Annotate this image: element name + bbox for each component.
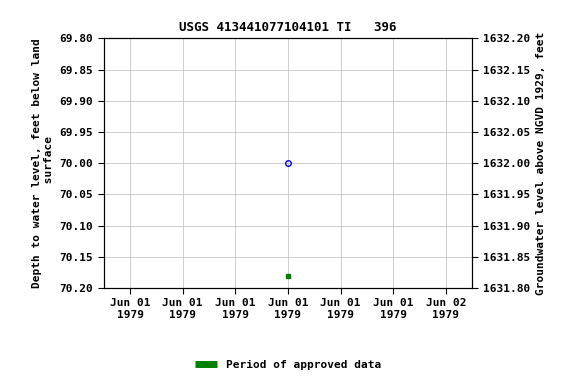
Legend: Period of approved data: Period of approved data (191, 356, 385, 375)
Title: USGS 413441077104101 TI   396: USGS 413441077104101 TI 396 (179, 22, 397, 35)
Y-axis label: Depth to water level, feet below land
 surface: Depth to water level, feet below land su… (32, 38, 54, 288)
Y-axis label: Groundwater level above NGVD 1929, feet: Groundwater level above NGVD 1929, feet (536, 31, 545, 295)
